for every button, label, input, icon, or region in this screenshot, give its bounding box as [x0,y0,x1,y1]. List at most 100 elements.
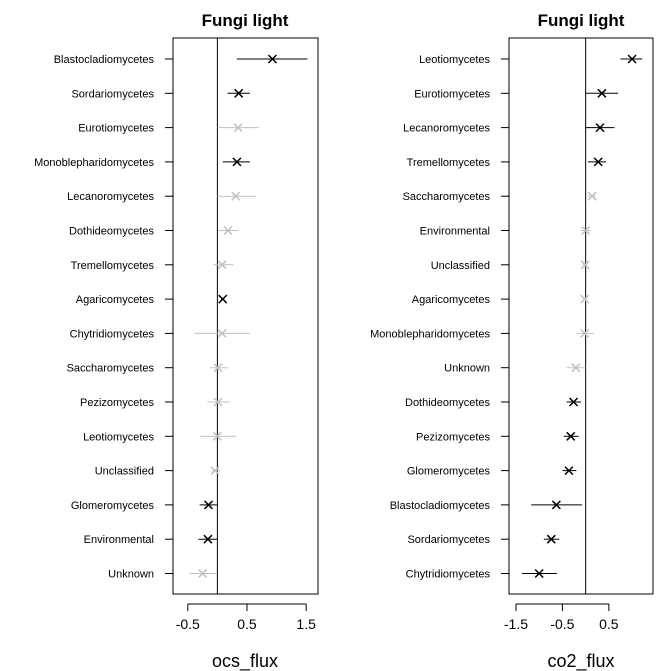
estimate-marker [267,54,277,64]
forest-row: Chytridiomycetes [70,328,250,340]
forest-row: Lecanoromycetes [403,123,615,135]
forest-row: Dothideomycetes [69,225,239,238]
forest-row: Pezizomycetes [80,397,230,409]
panel-title: Fungi light [538,11,625,30]
forest-row: Monoblepharidomycetes [34,157,250,169]
estimate-marker [231,191,241,201]
forest-row: Unknown [444,363,586,375]
forest-row: Agaricomycetes [76,294,228,306]
row-label: Environmental [420,226,490,238]
estimate-marker [223,225,233,236]
panel-title: Fungi light [202,11,289,30]
estimate-marker [217,260,227,270]
estimate-marker [571,363,581,373]
plot-frame [508,37,654,595]
estimate-marker [593,157,603,167]
row-label: Eurotiomycetes [414,88,490,100]
forest-row: Leotiomycetes [83,431,236,443]
forest-row: Unknown [108,569,217,581]
forest-row: Glomeromycetes [71,500,218,512]
estimate-marker [595,123,605,133]
ocs-flux-forest-plot: Fungi light ocs_flux -0.5 0.5 1.5 Blastocla… [34,11,319,671]
row-label: Sordariomycetes [407,534,490,546]
estimate-marker [564,466,574,476]
row-label: Blastocladiomycetes [390,500,491,512]
row-label: Environmental [84,534,154,546]
forest-row: Blastocladiomycetes [390,500,582,512]
estimate-marker [234,88,244,98]
row-label: Pezizomycetes [80,397,154,409]
estimate-marker [581,225,591,236]
row-label: Glomeromycetes [407,466,491,478]
forest-row: Lecanoromycetes [67,191,257,203]
row-label: Unclassified [95,466,154,478]
row-label: Eurotiomycetes [78,123,154,135]
forest-row: Unclassified [431,260,590,272]
row-label: Monoblepharidomycetes [34,157,154,169]
row-label: Unclassified [431,260,490,272]
estimate-marker [218,294,228,304]
forest-row: Glomeromycetes [407,466,577,478]
x-axis: -0.5 0.5 1.5 [176,603,316,632]
row-label: Lecanoromycetes [403,123,490,135]
row-label: Agaricomycetes [76,294,155,306]
row-label: Saccharomycetes [67,363,155,375]
row-label: Glomeromycetes [71,500,155,512]
row-label: Pezizomycetes [416,431,490,443]
estimate-marker [210,466,220,476]
row-label: Saccharomycetes [403,191,491,203]
forest-row: Eurotiomycetes [414,88,619,100]
forest-row: Saccharomycetes [403,191,597,203]
row-label: Unknown [444,363,490,375]
row-label: Unknown [108,569,154,581]
estimate-marker [580,328,590,338]
row-label: Tremellomycetes [71,260,155,272]
forest-row: Agaricomycetes [412,294,590,306]
row-label: Dothideomycetes [405,397,490,409]
estimate-marker [597,88,607,98]
x-tick-label: 1.5 [296,616,316,632]
x-axis-label: co2_flux [547,651,614,671]
forest-row: Tremellomycetes [71,260,234,272]
row-label: Agaricomycetes [412,294,491,306]
row-label: Leotiomycetes [83,431,154,443]
estimate-marker [233,123,243,133]
estimate-marker [203,500,214,510]
estimate-marker [198,568,208,579]
row-label: Chytridiomycetes [70,328,155,340]
forest-row: Environmental [84,534,218,546]
row-label: Dothideomycetes [69,226,154,238]
forest-row: Sordariomycetes [71,88,250,100]
forest-row: Tremellomycetes [407,157,607,169]
forest-row: Unclassified [95,466,220,478]
x-tick-label: -1.5 [504,616,528,632]
estimate-marker [627,54,637,64]
forest-row: Pezizomycetes [416,431,579,443]
forest-row: Monoblepharidomycetes [370,328,595,340]
forest-row: Eurotiomycetes [78,123,259,135]
forest-row: Chytridiomycetes [406,569,557,581]
x-axis: -1.5 -0.5 0.5 [504,603,619,632]
estimate-marker [217,328,227,338]
x-tick-label: -0.5 [550,616,574,632]
row-label: Leotiomycetes [419,54,490,66]
estimate-marker [580,260,590,270]
estimate-marker [566,431,576,441]
x-tick-label: 0.5 [237,616,257,632]
estimate-marker [569,397,579,407]
co2-flux-forest-plot: Fungi light co2_flux -1.5 -0.5 0.5 Leotiomy… [370,11,654,671]
row-label: Chytridiomycetes [406,569,491,581]
forest-row: Dothideomycetes [405,397,581,409]
row-label: Monoblepharidomycetes [370,328,490,340]
estimate-marker [551,500,561,510]
estimate-marker [546,534,556,544]
estimate-marker [203,534,213,544]
x-tick-label: -0.5 [176,616,200,632]
forest-row: Environmental [420,226,591,238]
x-axis-label: ocs_flux [212,651,278,671]
row-label: Sordariomycetes [71,88,154,100]
row-label: Lecanoromycetes [67,191,154,203]
forest-row: Sordariomycetes [407,534,560,546]
estimate-marker [213,363,223,373]
